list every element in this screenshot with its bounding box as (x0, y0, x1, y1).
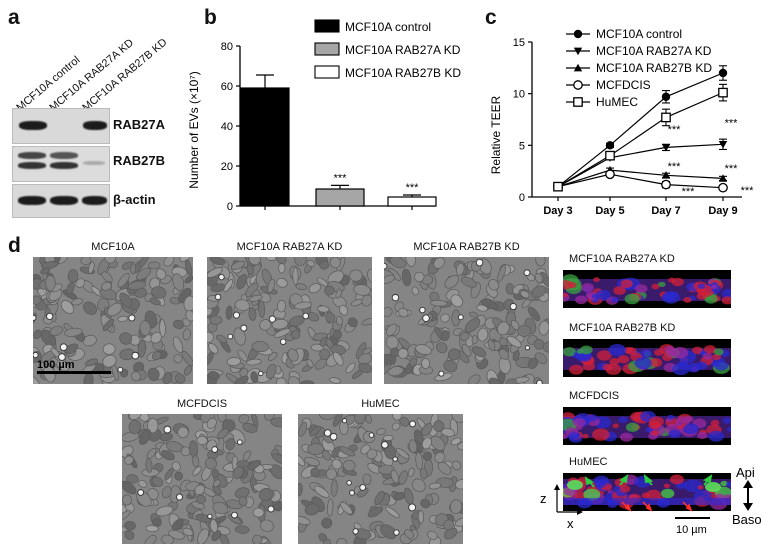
c-xtick-label-2: Day 7 (651, 205, 680, 217)
axis-z-label: z (540, 491, 547, 506)
conf-title-rab27a: MCF10A RAB27A KD (569, 253, 675, 265)
bar-chart-evs: 0 20 40 60 80 *** *** Number of EVs (×10⁷) MC… (187, 19, 461, 213)
c-legend-marker-3 (573, 80, 583, 90)
b-legend-label-0: MCF10A control (345, 20, 431, 34)
c-point-4-1 (605, 150, 615, 161)
c-legend-label-1: MCF10A RAB27A KD (596, 44, 712, 58)
confocal-mcfdcis (563, 407, 731, 445)
c-legend-label-2: MCF10A RAB27B KD (596, 61, 712, 75)
micro-title-humec: HuMEC (361, 398, 400, 410)
c-line-3 (557, 173, 724, 189)
c-point-3-1 (605, 169, 615, 180)
panel-letter-c: c (485, 6, 497, 29)
c-sig-2: *** (668, 161, 682, 173)
c-point-4-3 (718, 87, 728, 98)
c-point-2-2 (661, 171, 671, 179)
b-legend-swatch-1 (314, 42, 340, 56)
confocal-scale-label: 10 µm (676, 524, 707, 536)
c-point-0-1 (605, 141, 615, 150)
micrograph-rab27b (384, 257, 549, 384)
b-ytick-label-4: 80 (221, 41, 233, 53)
axis-x-label: x (567, 516, 574, 531)
confocal-rab27a (563, 270, 731, 308)
b-bar-1 (315, 188, 365, 207)
micro-title-mcf10a: MCF10A (91, 241, 135, 253)
c-legend-label-3: MCFDCIS (596, 78, 651, 92)
conf-title-humec: HuMEC (569, 456, 608, 468)
b-legend-label-1: MCF10A RAB27A KD (345, 43, 461, 57)
c-sig-5: *** (741, 185, 755, 197)
micrograph-humec (298, 414, 463, 544)
micrograph-rab27a (207, 257, 372, 384)
c-xtick-label-0: Day 3 (543, 205, 572, 217)
c-point-4-2 (661, 112, 671, 123)
c-legend-marker-2 (573, 63, 583, 72)
c-legend-marker-1 (573, 47, 583, 56)
panel-letter-d: d (8, 234, 21, 257)
blot-rab27a (12, 108, 110, 144)
c-sig-1: *** (725, 118, 739, 130)
b-bar-2 (387, 196, 437, 207)
c-point-1-3 (718, 140, 728, 149)
c-ytick-label-3: 15 (513, 37, 525, 49)
baso-label: Baso (732, 512, 762, 527)
b-ytick-label-2: 40 (221, 121, 233, 133)
c-sig-3: *** (725, 163, 739, 175)
b-ytick-label-1: 20 (221, 161, 233, 173)
blot-label-rab27b: RAB27B (113, 153, 166, 168)
c-point-4-0 (553, 181, 563, 192)
c-sig-4: *** (682, 186, 696, 198)
c-point-2-3 (718, 174, 728, 182)
c-point-3-2 (661, 179, 671, 190)
b-ytick-label-3: 60 (221, 81, 233, 93)
b-legend-swatch-2 (314, 65, 340, 79)
micro-title-rab27a: MCF10A RAB27A KD (236, 241, 343, 253)
conf-title-mcfdcis: MCFDCIS (569, 390, 620, 402)
c-legend-marker-0 (573, 29, 583, 39)
c-sig-0: *** (668, 124, 682, 136)
c-point-0-3 (718, 68, 728, 78)
c-point-3-3 (718, 182, 728, 193)
confocal-annotations: z x 10 µm Api Baso (540, 465, 762, 536)
confocal-humec (563, 473, 731, 511)
c-legend-marker-4 (573, 97, 583, 107)
micrograph-mcfdcis (122, 414, 282, 544)
c-xtick-label-1: Day 5 (595, 205, 624, 217)
panel-letter-b: b (204, 6, 217, 29)
c-line-2 (557, 169, 724, 188)
panel-letter-a: a (8, 6, 20, 29)
confocal-rab27b (563, 339, 731, 377)
micro-title-rab27b: MCF10A RAB27B KD (413, 241, 520, 253)
blot-label-rab27a: RAB27A (113, 117, 166, 132)
b-bar-0 (240, 87, 290, 207)
b-legend-swatch-0 (314, 19, 340, 33)
b-legend-label-2: MCF10A RAB27B KD (345, 66, 461, 80)
blot-beta-actin (12, 184, 110, 218)
c-ytick-label-1: 5 (519, 140, 525, 152)
c-ytick-label-2: 10 (513, 89, 525, 101)
c-line-0 (557, 72, 724, 188)
b-ytick-label-0: 0 (227, 201, 233, 213)
b-sig-1: *** (334, 172, 348, 184)
c-point-0-2 (661, 92, 671, 101)
c-point-1-2 (661, 144, 671, 152)
api-label: Api (736, 465, 755, 480)
c-ytick-label-0: 0 (519, 192, 525, 204)
micro-title-mcfdcis: MCFDCIS (176, 398, 228, 410)
scalebar-label: 100 µm (37, 359, 75, 371)
blot-rab27b (12, 146, 110, 182)
b-sig-2: *** (406, 182, 420, 194)
b-ylabel: Number of EVs (×10⁷) (187, 71, 201, 188)
c-xtick-label-3: Day 9 (708, 205, 737, 217)
c-ylabel: Relative TEER (489, 95, 503, 174)
c-legend-label-4: HuMEC (596, 95, 638, 109)
c-line-4 (557, 92, 724, 188)
micrograph-mcf10a: 100 µm (33, 257, 193, 384)
c-legend-label-0: MCF10A control (596, 27, 682, 41)
blot-label-beta-actin: β-actin (113, 192, 156, 207)
c-line-1 (557, 143, 724, 188)
conf-title-rab27b: MCF10A RAB27B KD (569, 322, 676, 334)
